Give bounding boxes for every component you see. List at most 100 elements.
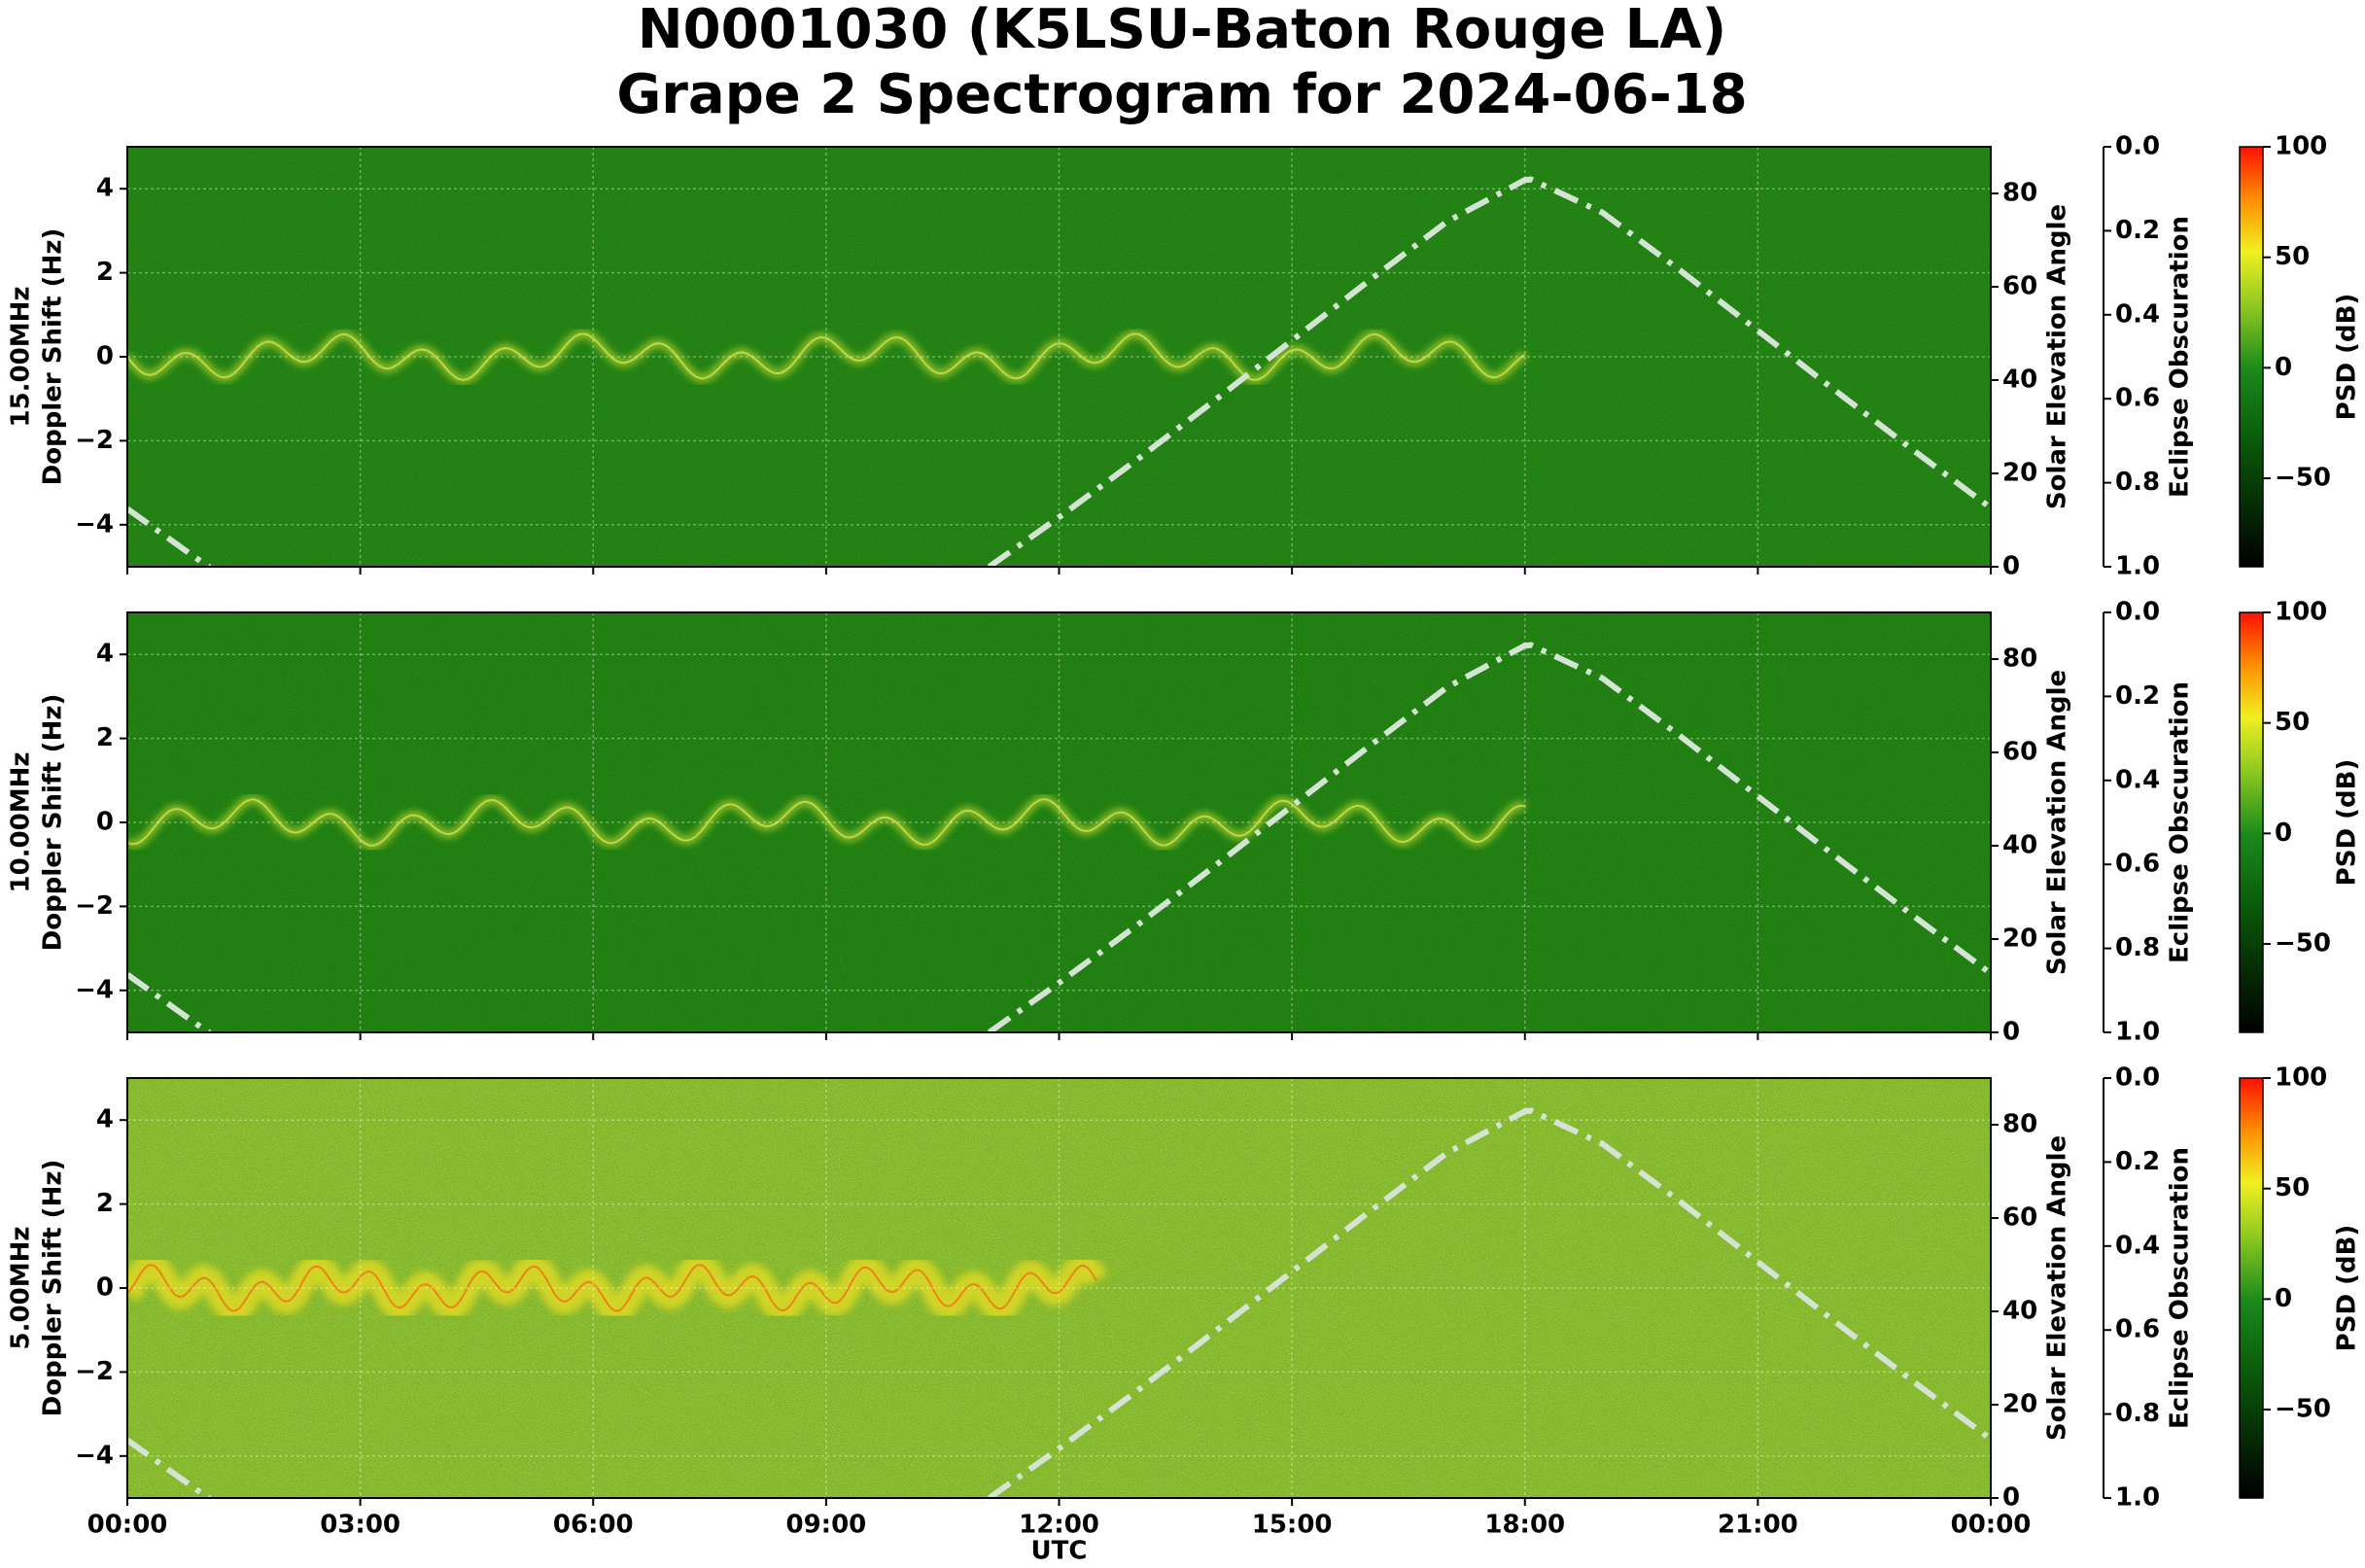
eclipse-axis-label: Eclipse Obscuration [2166, 681, 2195, 963]
eclipse-tick-label: 0.4 [2115, 1231, 2160, 1260]
plot-frame [126, 146, 1992, 568]
colorbar [2239, 611, 2264, 1033]
eclipse-tick-label: 0.2 [2115, 681, 2160, 711]
eclipse-tick-label: 0.6 [2115, 850, 2160, 879]
x-tick-label: 06:00 [553, 1511, 634, 1540]
eclipse-tick-label: 0.6 [2115, 384, 2160, 413]
eclipse-tick-label: 0.2 [2115, 216, 2160, 245]
colorbar-label: PSD (dB) [2333, 759, 2362, 887]
y2-tick-label: 60 [2002, 1203, 2037, 1233]
y2-tick-label: 80 [2002, 1110, 2037, 1139]
y2-tick-label: 20 [2002, 924, 2037, 954]
colorbar-tick-label: 100 [2275, 132, 2327, 161]
y-axis-label: Doppler Shift (Hz) [39, 694, 68, 952]
colorbar-tick-label: 0 [2275, 819, 2292, 848]
y-tick-label: 4 [96, 1105, 114, 1134]
solar-elevation-line [127, 176, 1991, 567]
y2-tick-label: 40 [2002, 831, 2037, 860]
signal-trace [127, 798, 1525, 847]
y-tick-label: −2 [75, 426, 114, 455]
y2-tick-label: 20 [2002, 1390, 2037, 1419]
eclipse-tick-label: 1.0 [2115, 1483, 2160, 1513]
y-tick-label: −4 [75, 975, 114, 1004]
eclipse-tick-label: 0.4 [2115, 765, 2160, 794]
plot-frame [126, 1077, 1992, 1499]
y2-tick-label: 60 [2002, 738, 2037, 767]
eclipse-tick-label: 1.0 [2115, 1018, 2160, 1047]
x-tick-label: 15:00 [1252, 1511, 1333, 1540]
y2-tick-label: 40 [2002, 1297, 2037, 1326]
colorbar-tick-label: −50 [2275, 464, 2331, 493]
y-tick-label: 0 [96, 342, 114, 371]
y-tick-label: 2 [96, 1189, 114, 1218]
x-tick-label: 09:00 [785, 1511, 866, 1540]
y2-tick-label: 0 [2002, 1018, 2020, 1047]
y2-axis-label: Solar Elevation Angle [2043, 204, 2072, 509]
eclipse-tick-label: 0.4 [2115, 299, 2160, 329]
eclipse-tick-label: 0.6 [2115, 1315, 2160, 1344]
eclipse-tick-label: 0.8 [2115, 468, 2160, 497]
x-axis-label: UTC [1031, 1537, 1088, 1566]
panel-frequency: 15.00MHz [7, 286, 36, 427]
x-tick-label: 18:00 [1484, 1511, 1565, 1540]
colorbar-tick-label: 50 [2275, 1173, 2310, 1202]
x-tick-label: 12:00 [1019, 1511, 1099, 1540]
y-tick-label: −2 [75, 1357, 114, 1386]
colorbar-tick-label: 0 [2275, 353, 2292, 382]
y-axis-label: Doppler Shift (Hz) [39, 1160, 68, 1417]
y-tick-label: −4 [75, 1441, 114, 1470]
colorbar-label: PSD (dB) [2333, 294, 2362, 421]
x-tick-label: 21:00 [1718, 1511, 1798, 1540]
eclipse-tick-label: 0.2 [2115, 1147, 2160, 1176]
colorbar [2239, 1077, 2264, 1499]
eclipse-axis-label: Eclipse Obscuration [2166, 216, 2195, 498]
y-tick-label: −4 [75, 509, 114, 539]
eclipse-axis-label: Eclipse Obscuration [2166, 1147, 2195, 1429]
solar-elevation-line [127, 642, 1991, 1032]
panel-frequency: 10.00MHz [7, 751, 36, 892]
y-tick-label: −2 [75, 891, 114, 921]
y2-axis-label: Solar Elevation Angle [2043, 1135, 2072, 1441]
colorbar-tick-label: −50 [2275, 1395, 2331, 1424]
chart-title: N0001030 (K5LSU-Baton Rouge LA) [638, 0, 1727, 61]
colorbar [2239, 146, 2264, 568]
eclipse-tick-label: 0.0 [2115, 1063, 2160, 1093]
y-axis-label: Doppler Shift (Hz) [39, 228, 68, 486]
y2-tick-label: 40 [2002, 366, 2037, 395]
signal-trace [127, 1264, 1097, 1312]
colorbar-label: PSD (dB) [2333, 1225, 2362, 1352]
y2-tick-label: 0 [2002, 1483, 2020, 1513]
colorbar-tick-label: 100 [2275, 598, 2327, 627]
y2-tick-label: 0 [2002, 552, 2020, 581]
signal-trace [127, 332, 1526, 382]
y2-tick-label: 80 [2002, 645, 2037, 674]
eclipse-tick-label: 0.8 [2115, 933, 2160, 962]
colorbar-tick-label: 0 [2275, 1284, 2292, 1313]
solar-elevation-line [127, 1107, 1991, 1498]
eclipse-tick-label: 1.0 [2115, 552, 2160, 581]
x-tick-label: 00:00 [87, 1511, 168, 1540]
plot-frame [126, 611, 1992, 1033]
y2-axis-label: Solar Elevation Angle [2043, 670, 2072, 975]
colorbar-tick-label: −50 [2275, 929, 2331, 958]
eclipse-tick-label: 0.0 [2115, 598, 2160, 627]
y-tick-label: 2 [96, 723, 114, 752]
y2-tick-label: 60 [2002, 272, 2037, 301]
colorbar-tick-label: 100 [2275, 1063, 2327, 1093]
y2-tick-label: 20 [2002, 459, 2037, 488]
colorbar-tick-label: 50 [2275, 242, 2310, 271]
y-tick-label: 4 [96, 174, 114, 203]
x-tick-label: 00:00 [1951, 1511, 2032, 1540]
y2-tick-label: 80 [2002, 179, 2037, 208]
panel-frequency: 5.00MHz [7, 1227, 36, 1350]
colorbar-tick-label: 50 [2275, 708, 2310, 737]
spectrogram-noise [127, 612, 1991, 1032]
y-tick-label: 2 [96, 258, 114, 287]
eclipse-tick-label: 0.8 [2115, 1399, 2160, 1428]
y-tick-label: 4 [96, 640, 114, 669]
eclipse-tick-label: 0.0 [2115, 132, 2160, 161]
chart-title: Grape 2 Spectrogram for 2024-06-18 [616, 63, 1747, 126]
x-tick-label: 03:00 [320, 1511, 400, 1540]
y-tick-label: 0 [96, 808, 114, 837]
